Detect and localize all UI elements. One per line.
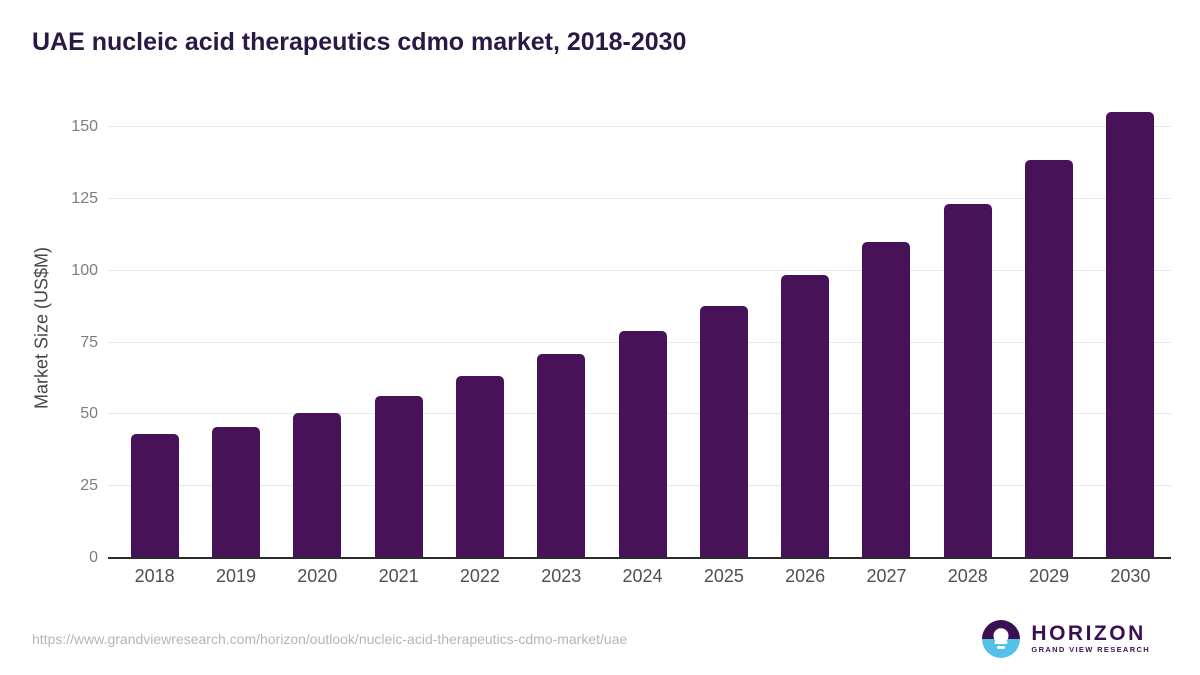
bar-cell-2021 — [358, 100, 439, 558]
x-tick-label-2025: 2025 — [703, 566, 744, 586]
bar-cell-2027 — [846, 100, 927, 558]
bar-2022 — [455, 375, 504, 558]
bar-2021 — [374, 395, 423, 558]
logo-brand: HORIZON — [1031, 622, 1146, 645]
x-tick-label-2029: 2029 — [1029, 566, 1070, 586]
bar-cell-2030 — [1090, 100, 1171, 558]
y-tick-label-125: 125 — [71, 190, 98, 207]
x-axis-line — [108, 557, 1171, 559]
bar-cell-2026 — [765, 100, 846, 558]
x-axis-labels: 2018 2019 2020 2021 2022 2023 2024 2025 2026 2027… — [114, 566, 1171, 587]
bar-cell-2019 — [195, 100, 276, 558]
horizon-logo-icon — [982, 620, 1021, 658]
bar-2029 — [1025, 160, 1074, 558]
x-tick-label-2024: 2024 — [622, 566, 663, 586]
bar-2030 — [1106, 111, 1155, 558]
bars-group — [114, 100, 1171, 558]
y-tick-label-50: 50 — [80, 405, 98, 423]
bar-2024 — [618, 330, 667, 558]
bar-cell-2018 — [114, 100, 195, 558]
x-tick-label-2022: 2022 — [459, 566, 500, 586]
bar-2027 — [862, 241, 911, 558]
bar-2020 — [293, 412, 342, 558]
x-tick-label-2030: 2030 — [1110, 566, 1151, 586]
bar-2019 — [211, 427, 260, 558]
y-tick-label-75: 75 — [80, 333, 98, 351]
gridline-150 — [108, 126, 1171, 128]
bar-cell-2022 — [439, 100, 520, 558]
bar-cell-2029 — [1008, 100, 1089, 558]
x-tick-label-2019: 2019 — [215, 566, 256, 586]
source-url: https://www.grandviewresearch.com/horizo… — [32, 631, 628, 647]
bar-2018 — [130, 433, 179, 558]
x-tick-label-2020: 2020 — [297, 566, 338, 586]
y-tick-label-100: 100 — [71, 261, 98, 279]
bar-cell-2024 — [602, 100, 683, 558]
logo-text: HORIZON GRAND VIEW RESEARCH — [1031, 623, 1150, 655]
bar-cell-2023 — [521, 100, 602, 558]
horizon-logo: HORIZON GRAND VIEW RESEARCH — [982, 620, 1150, 658]
x-tick-label-2021: 2021 — [378, 566, 419, 586]
x-tick-label-2028: 2028 — [947, 566, 988, 586]
y-tick-label-25: 25 — [80, 477, 98, 495]
x-tick-label-2026: 2026 — [785, 566, 826, 586]
plot-area — [108, 100, 1171, 559]
y-tick-label-0: 0 — [89, 549, 98, 566]
gridline-100 — [108, 269, 1171, 271]
y-tick-label-150: 150 — [71, 118, 98, 136]
bar-cell-2028 — [927, 100, 1008, 558]
gridline-125 — [108, 198, 1171, 199]
x-tick-label-2018: 2018 — [134, 566, 175, 586]
bar-cell-2020 — [277, 100, 358, 558]
bar-2025 — [699, 305, 748, 558]
logo-subbrand: GRAND VIEW RESEARCH — [1031, 645, 1150, 654]
bar-cell-2025 — [683, 100, 764, 558]
sun-icon — [993, 628, 1009, 644]
bar-2026 — [781, 275, 830, 558]
bar-2023 — [537, 354, 586, 558]
x-tick-label-2023: 2023 — [541, 566, 582, 586]
chart-title: UAE nucleic acid therapeutics cdmo marke… — [32, 28, 687, 56]
sun-reflection-line — [994, 641, 1008, 644]
x-tick-label-2027: 2027 — [866, 566, 907, 586]
bar-2028 — [943, 203, 992, 558]
sun-reflection-line — [997, 646, 1006, 649]
